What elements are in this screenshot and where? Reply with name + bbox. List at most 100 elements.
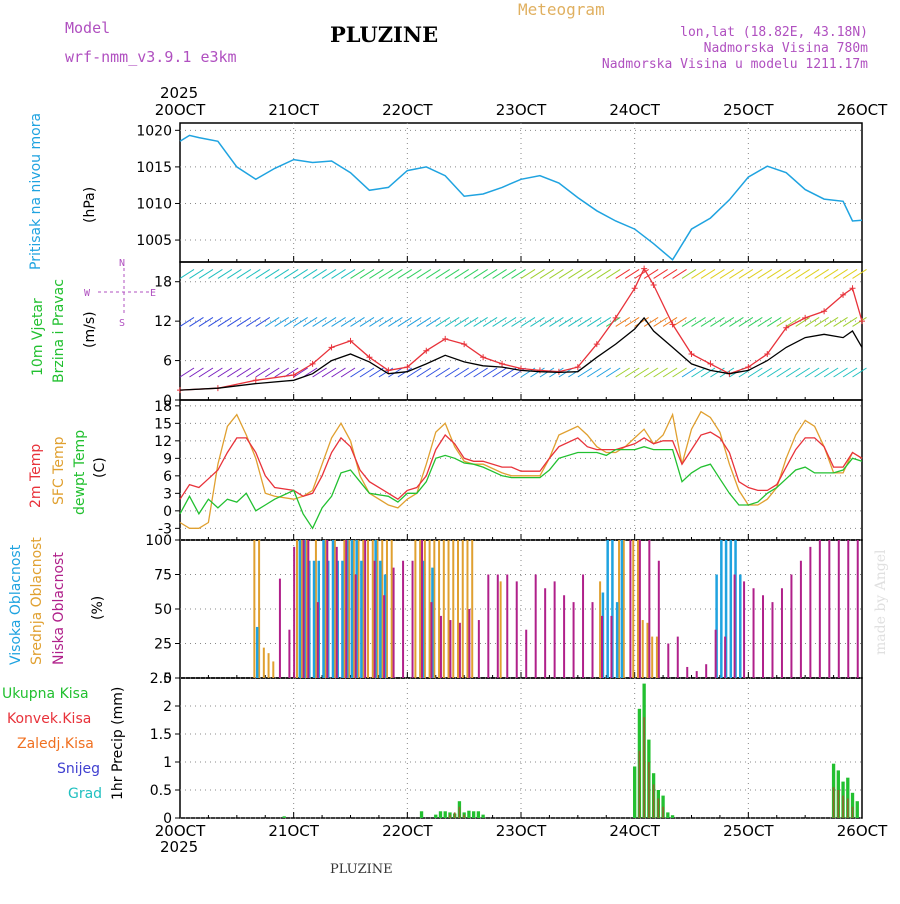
wind-barb bbox=[624, 367, 640, 378]
wind-barb bbox=[691, 367, 706, 378]
wind-barb bbox=[236, 269, 252, 279]
wind-barb bbox=[833, 316, 848, 327]
x-tick-label-bottom: 26OCT bbox=[837, 822, 888, 840]
wind-barb bbox=[435, 269, 451, 279]
wind-barb bbox=[804, 367, 820, 378]
wind-barb bbox=[407, 269, 422, 279]
credit-label: made by Angel bbox=[873, 549, 889, 656]
wind-barb bbox=[255, 367, 271, 378]
wind-barb bbox=[331, 269, 346, 279]
x-tick-label-bottom: 20OCT bbox=[155, 822, 206, 840]
precip-conv-bar bbox=[846, 798, 849, 818]
wind-barb bbox=[179, 367, 195, 378]
temp-2m-line bbox=[179, 431, 863, 501]
wind-barb bbox=[681, 367, 697, 378]
wind-barb bbox=[577, 269, 593, 279]
wind-barb bbox=[179, 316, 195, 327]
wind-barb bbox=[729, 269, 744, 279]
wind-barb bbox=[444, 316, 460, 327]
wind-barb bbox=[388, 316, 403, 327]
x-tick-label-top: 20OCT bbox=[155, 101, 206, 119]
wind-barb bbox=[482, 269, 498, 279]
wind-barb bbox=[643, 269, 659, 279]
y-tick-label: 0 bbox=[163, 811, 172, 827]
wind-barb bbox=[558, 269, 574, 279]
wind-barb bbox=[302, 367, 318, 378]
gust-marker bbox=[840, 291, 847, 298]
gust-line bbox=[179, 267, 863, 391]
y-tick-label: 1010 bbox=[136, 196, 172, 212]
wind-barb bbox=[312, 269, 327, 279]
wind-barb bbox=[691, 269, 706, 279]
precip-conv-bar bbox=[662, 806, 664, 818]
precip-conv-bar bbox=[648, 762, 650, 818]
wind-barb bbox=[842, 269, 858, 279]
precip-total-bar bbox=[666, 812, 670, 818]
x-tick-label-bottom: 24OCT bbox=[609, 822, 660, 840]
wind-barb bbox=[549, 316, 564, 327]
y-tick-label: 100 bbox=[145, 533, 172, 549]
gust-marker bbox=[745, 364, 752, 371]
wind-barb bbox=[719, 269, 735, 279]
wind-barb bbox=[416, 269, 432, 279]
wind-barb bbox=[757, 367, 773, 378]
wind-barb bbox=[539, 269, 555, 279]
gust-marker bbox=[536, 367, 543, 374]
wind-barb bbox=[795, 316, 810, 327]
wind-barb bbox=[842, 316, 858, 327]
wind-barb bbox=[520, 316, 536, 327]
dewpt-line bbox=[179, 446, 863, 530]
wind-barb bbox=[283, 316, 299, 327]
legend-rain-conv: Konvek.Kisa bbox=[7, 711, 92, 727]
gust-marker bbox=[593, 341, 600, 348]
wind-barb bbox=[852, 367, 867, 378]
wind-barb bbox=[350, 367, 365, 378]
y-tick-label: 25 bbox=[154, 637, 172, 653]
precip-total-bar bbox=[443, 811, 447, 818]
legend-rain-total: Ukupna Kisa bbox=[2, 686, 89, 702]
gust-marker bbox=[707, 360, 714, 367]
wind-barb bbox=[331, 316, 346, 327]
wind-barb bbox=[198, 269, 214, 279]
cloud-ylabel-low: Niska Oblacnost bbox=[51, 552, 67, 665]
wind-barb bbox=[246, 367, 261, 378]
precip-conv-bar bbox=[837, 790, 840, 818]
x-tick-label-top: 26OCT bbox=[837, 101, 888, 119]
compass-w-label: W bbox=[84, 288, 91, 299]
wind-barb bbox=[662, 316, 678, 327]
wind-barb bbox=[388, 269, 403, 279]
x-tick-label-bottom: 25OCT bbox=[723, 822, 774, 840]
gust-marker bbox=[688, 351, 695, 357]
wind-barb bbox=[255, 269, 271, 279]
wind-barb bbox=[691, 316, 706, 327]
wind-barb bbox=[426, 316, 441, 327]
gust-marker bbox=[423, 347, 430, 354]
meteogram-label: Meteogram bbox=[518, 0, 605, 19]
precip-conv-bar bbox=[463, 814, 465, 818]
precip-total-bar bbox=[438, 811, 443, 818]
wind-barb bbox=[217, 316, 233, 327]
wind-barb bbox=[852, 269, 867, 279]
wind-barb bbox=[454, 367, 469, 378]
wind-barb bbox=[710, 316, 725, 327]
temp-ylabel-dewpt: dewpt Temp bbox=[72, 429, 88, 515]
gust-marker bbox=[650, 282, 657, 288]
precip-total-bar bbox=[419, 811, 424, 818]
wind-barb bbox=[255, 316, 271, 327]
wind-barb bbox=[738, 316, 754, 327]
wind-ylabel-top: 10m Vjetar bbox=[30, 298, 46, 376]
wind-barb bbox=[378, 316, 394, 327]
wind-barb bbox=[482, 316, 498, 327]
wind-barb bbox=[492, 316, 507, 327]
precip-total-bar bbox=[846, 777, 850, 818]
x-tick-label-bottom: 22OCT bbox=[382, 822, 433, 840]
y-tick-label: 1015 bbox=[136, 160, 172, 176]
wind-barb bbox=[700, 367, 716, 378]
wind-barb bbox=[321, 316, 337, 327]
wind-barb bbox=[416, 367, 432, 378]
y-tick-label: 2.5 bbox=[150, 671, 172, 687]
precip-conv-bar bbox=[638, 750, 641, 818]
precip-total-bar bbox=[850, 792, 855, 818]
wind-barb bbox=[681, 269, 697, 279]
wind-barb bbox=[217, 367, 233, 378]
